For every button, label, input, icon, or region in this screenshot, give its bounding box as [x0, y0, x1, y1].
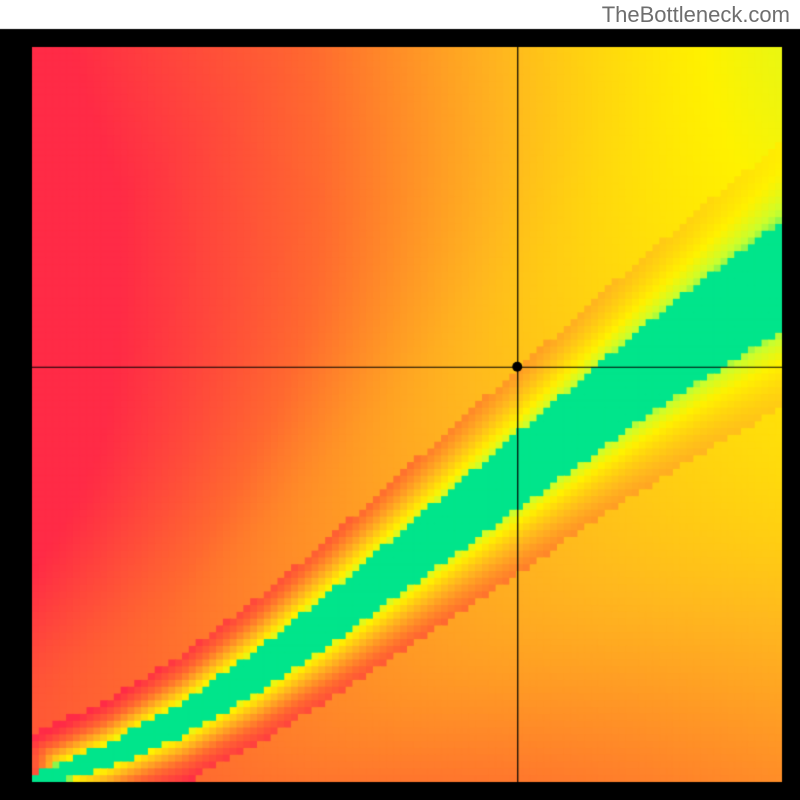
watermark-text: TheBottleneck.com	[602, 2, 790, 28]
heatmap-canvas	[0, 0, 800, 800]
chart-container: TheBottleneck.com	[0, 0, 800, 800]
